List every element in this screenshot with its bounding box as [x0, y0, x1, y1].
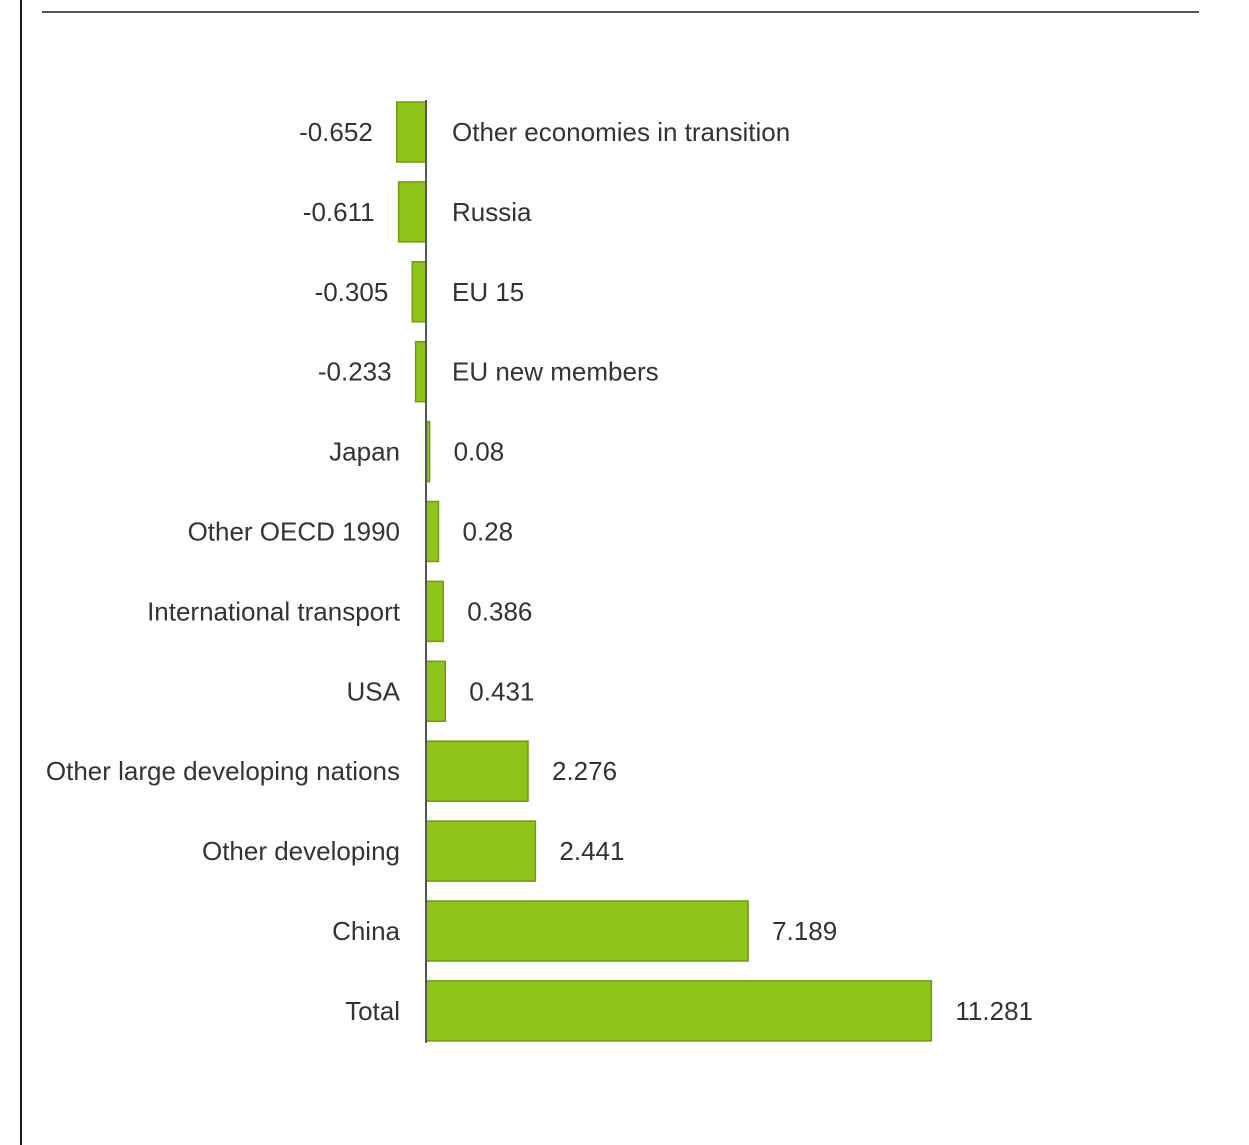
- bar-russia: [397, 181, 427, 243]
- category-label-total: Total: [345, 996, 400, 1026]
- category-label-japan: Japan: [329, 437, 400, 467]
- category-label-usa: USA: [347, 676, 401, 706]
- bar-other-economies-in-transition: [396, 101, 427, 163]
- left-frame-border: [0, 0, 22, 1145]
- value-label-russia: -0.611: [303, 197, 375, 227]
- value-label-china: 7.189: [772, 916, 837, 946]
- category-label-other-developing: Other developing: [202, 836, 400, 866]
- category-label-international-transport: International transport: [147, 596, 401, 626]
- bar-other-large-developing-nations: [425, 740, 529, 802]
- value-label-total: 11.281: [955, 996, 1033, 1026]
- bar-other-developing: [425, 820, 537, 882]
- value-label-eu-15: -0.305: [315, 277, 389, 307]
- category-label-eu-15: EU 15: [452, 277, 524, 307]
- value-label-international-transport: 0.386: [467, 596, 532, 626]
- labels-layer: Other economies in transition -0.652 Russi…: [46, 117, 1033, 1026]
- bar-eu-15: [411, 261, 427, 323]
- bar-china: [425, 900, 749, 962]
- bars-layer: [396, 101, 933, 1042]
- value-label-usa: 0.431: [469, 676, 534, 706]
- value-label-other-large-developing-nations: 2.276: [552, 756, 617, 786]
- bar-usa: [425, 660, 447, 723]
- top-divider-line: [42, 11, 1199, 13]
- bar-international-transport: [425, 580, 445, 643]
- value-label-other-oecd-1990: 0.28: [463, 517, 514, 547]
- category-label-other-economies-in-transition: Other economies in transition: [452, 117, 790, 147]
- category-label-russia: Russia: [452, 197, 532, 227]
- value-label-other-developing: 2.441: [559, 836, 624, 866]
- bar-other-oecd-1990: [425, 500, 440, 563]
- category-label-china: China: [332, 916, 400, 946]
- category-label-eu-new-members: EU new members: [452, 357, 659, 387]
- bar-total: [425, 980, 933, 1042]
- value-label-other-economies-in-transition: -0.652: [299, 117, 373, 147]
- bar-eu-new-members: [414, 340, 427, 403]
- value-label-japan: 0.08: [454, 437, 505, 467]
- category-label-other-oecd-1990: Other OECD 1990: [188, 517, 400, 547]
- category-label-other-large-developing-nations: Other large developing nations: [46, 756, 400, 786]
- value-label-eu-new-members: -0.233: [318, 357, 392, 387]
